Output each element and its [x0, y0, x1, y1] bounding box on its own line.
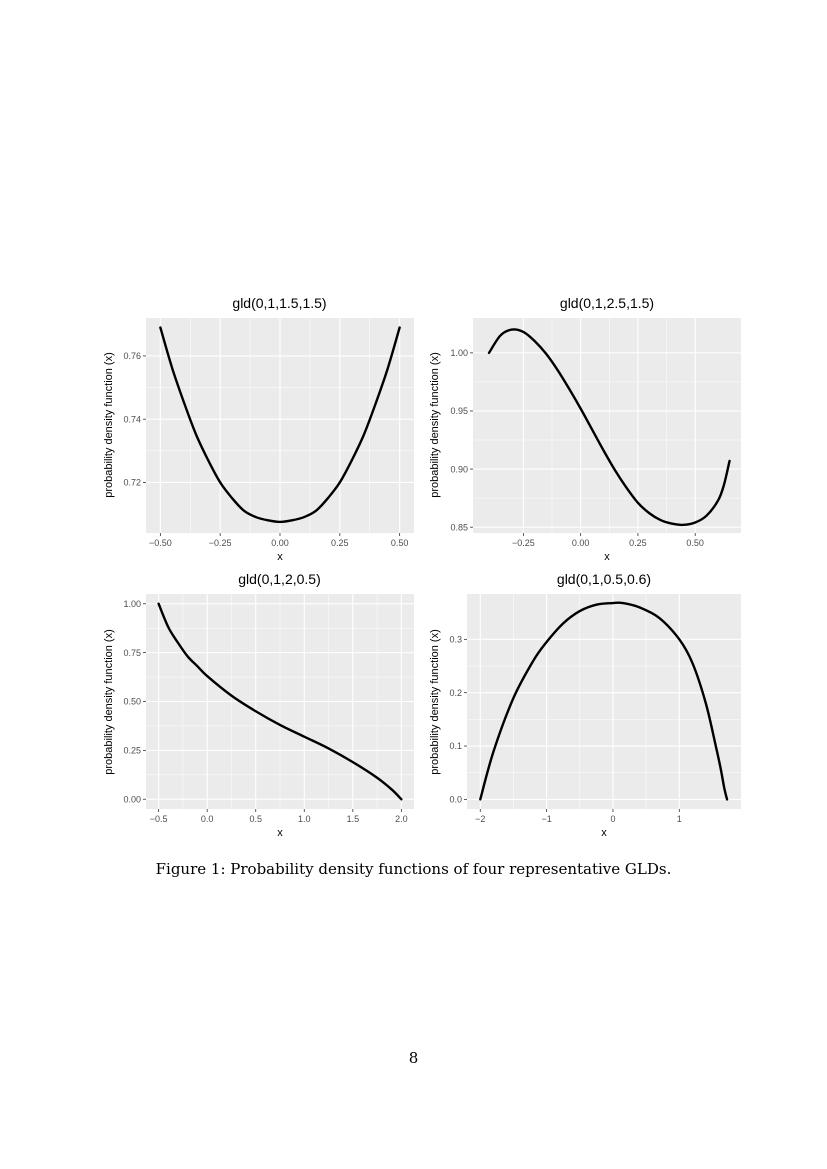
y-tick-label: 1.00: [450, 348, 468, 358]
y-tick-label: 0.3: [449, 635, 462, 645]
panel-1-x-ticks: −0.50 −0.25 0.00 0.25 0.50: [149, 533, 408, 548]
panel-1-density-curve: [159, 326, 401, 524]
x-tick-label: 1.5: [347, 814, 360, 824]
panel-2: gld(0,1,2.5,1.5) 0.85 0.90 0.95 1.00 −0.25 0…: [429, 295, 741, 563]
panel-3-y-axis-title: probability density function (x): [103, 629, 115, 775]
panel-3-x-axis-title: x: [277, 827, 283, 839]
panel-2-x-ticks: −0.25 0.00 0.25 0.50: [512, 533, 704, 548]
panel-4-density-curve: [479, 601, 729, 801]
y-tick-label: 0.74: [123, 414, 141, 424]
panel-1-title: gld(0,1,1.5,1.5): [232, 295, 326, 311]
x-tick-label: 0.25: [331, 538, 349, 548]
panel-3: gld(0,1,2,0.5) 0.00 0.25 0.50 0.75 1.00 −0.5…: [103, 571, 414, 839]
x-tick-label: 0.25: [629, 538, 647, 548]
panel-1-x-axis-title: x: [277, 551, 283, 563]
x-tick-label: −0.50: [149, 538, 172, 548]
panel-4-title: gld(0,1,0.5,0.6): [557, 571, 651, 587]
panel-2-grid: [473, 318, 741, 533]
y-tick-label: 0.1: [449, 741, 462, 751]
panel-3-grid: [146, 594, 414, 809]
panel-2-title: gld(0,1,2.5,1.5): [560, 295, 654, 311]
panel-1-grid: [146, 318, 414, 533]
panel-4-x-ticks: −2 −1 0 1: [475, 809, 682, 824]
panel-2-background: [473, 318, 741, 533]
panel-1-y-axis-title: probability density function (x): [103, 352, 115, 498]
x-tick-label: −1: [541, 814, 551, 824]
x-tick-label: −2: [475, 814, 485, 824]
panel-4-grid: [467, 594, 741, 809]
y-tick-label: 0.25: [123, 746, 141, 756]
panel-4-background: [467, 594, 741, 809]
x-tick-label: −0.25: [209, 538, 232, 548]
panel-1: gld(0,1,1.5,1.5) 0.72 0.74 0.76 −0.50 −0.25…: [103, 295, 414, 563]
panel-3-x-ticks: −0.5 0.0 0.5 1.0 1.5 2.0: [150, 809, 408, 824]
panel-1-y-ticks: 0.72 0.74 0.76: [123, 351, 146, 488]
panel-2-x-axis-title: x: [604, 551, 610, 563]
y-tick-label: 0.95: [450, 406, 468, 416]
x-tick-label: 0.00: [271, 538, 289, 548]
x-tick-label: 1: [677, 814, 682, 824]
y-tick-label: 0.72: [123, 478, 141, 488]
x-tick-label: 0: [610, 814, 615, 824]
x-tick-label: 0.0: [201, 814, 214, 824]
x-tick-label: 0.00: [572, 538, 590, 548]
y-tick-label: 0.76: [123, 351, 141, 361]
y-tick-label: 0.90: [450, 464, 468, 474]
figure-caption: Figure 1: Probability density functions …: [155, 860, 672, 878]
panel-3-y-ticks: 0.00 0.25 0.50 0.75 1.00: [123, 599, 146, 804]
panel-2-y-ticks: 0.85 0.90 0.95 1.00: [450, 348, 473, 532]
x-tick-label: 0.5: [249, 814, 262, 824]
x-tick-label: 0.50: [686, 538, 704, 548]
y-tick-label: 0.85: [450, 522, 468, 532]
panel-3-title: gld(0,1,2,0.5): [238, 571, 321, 587]
y-tick-label: 1.00: [123, 599, 141, 609]
x-tick-label: 2.0: [395, 814, 408, 824]
page-number: 8: [408, 1049, 419, 1067]
y-tick-label: 0.0: [449, 795, 462, 805]
x-tick-label: 0.50: [391, 538, 409, 548]
panel-2-density-curve: [487, 328, 731, 527]
panel-4-x-axis-title: x: [601, 827, 607, 839]
panel-4-y-ticks: 0.0 0.1 0.2 0.3: [449, 635, 467, 805]
panel-2-y-axis-title: probability density function (x): [429, 352, 441, 498]
panel-4: gld(0,1,0.5,0.6) 0.0 0.1 0.2 0.3 −2 −1 0 1 x p…: [429, 571, 741, 839]
x-tick-label: −0.5: [150, 814, 168, 824]
y-tick-label: 0.75: [123, 648, 141, 658]
x-tick-label: 1.0: [298, 814, 311, 824]
y-tick-label: 0.50: [123, 697, 141, 707]
x-tick-label: −0.25: [512, 538, 535, 548]
y-tick-label: 0.2: [449, 688, 462, 698]
panel-4-y-axis-title: probability density function (x): [429, 629, 441, 775]
y-tick-label: 0.00: [123, 794, 141, 804]
panel-3-density-curve: [157, 602, 403, 801]
